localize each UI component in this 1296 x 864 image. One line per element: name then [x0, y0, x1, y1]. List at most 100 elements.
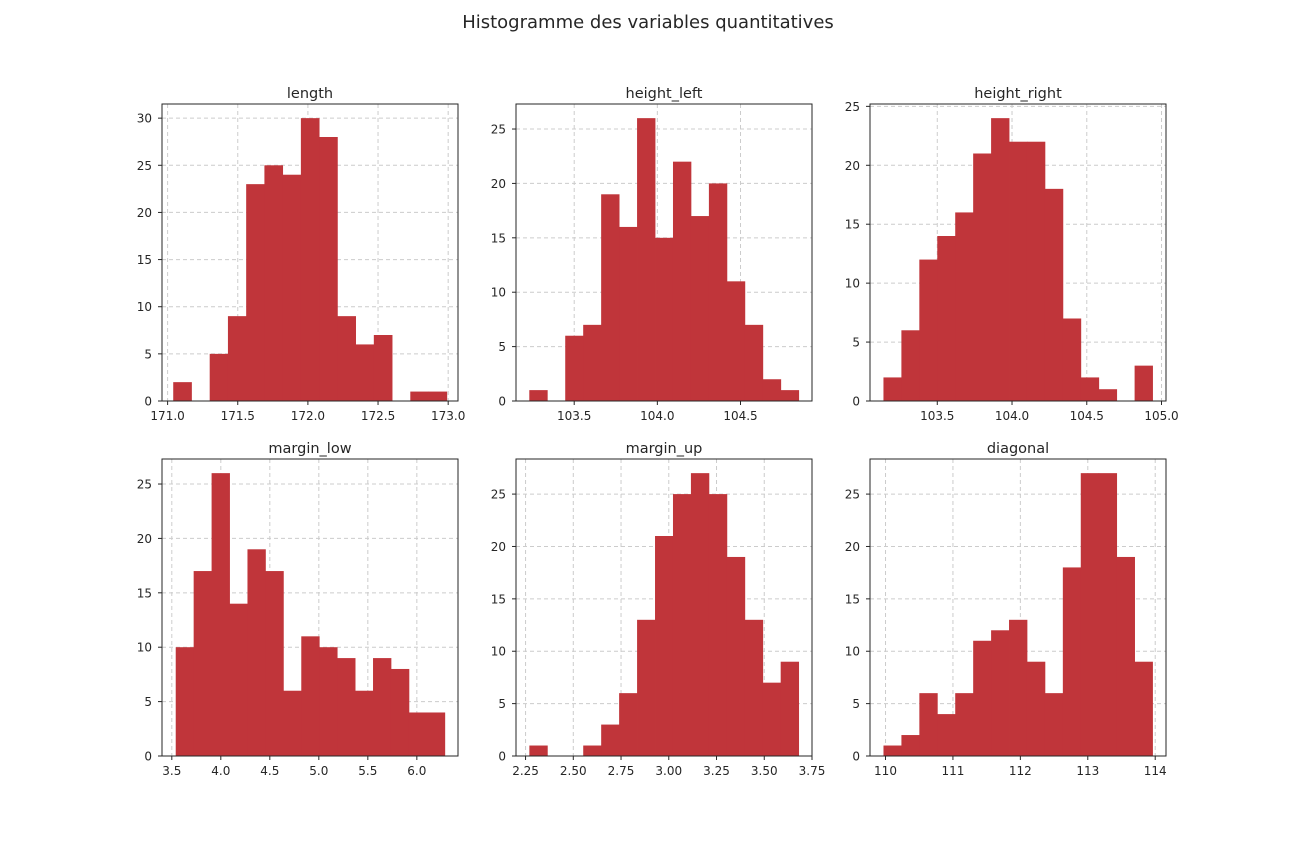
- histogram-bar: [319, 647, 338, 756]
- figure-title: Histogramme des variables quantitatives: [462, 12, 834, 33]
- x-tick-label: 104.5: [1070, 409, 1104, 423]
- y-tick-label: 20: [491, 540, 506, 554]
- histogram-bar: [529, 390, 548, 401]
- y-tick-label: 10: [845, 277, 860, 291]
- histogram-bar: [955, 693, 974, 756]
- y-tick-label: 20: [137, 206, 152, 220]
- histogram-bar: [583, 324, 602, 401]
- subplot-height_right: 103.5 104.0 104.5 105.0 0 5 10 15 20 25 height_rig…: [845, 86, 1179, 423]
- histogram-bar: [337, 316, 356, 401]
- y-tick-label: 25: [137, 159, 152, 173]
- subplot-title: diagonal: [987, 441, 1049, 457]
- histogram-bar: [601, 724, 620, 756]
- y-tick-label: 10: [845, 645, 860, 659]
- histogram-bar: [708, 494, 728, 756]
- x-tick-label: 110: [874, 764, 897, 778]
- y-tick-label: 0: [144, 395, 152, 409]
- x-tick-label: 171.0: [150, 409, 184, 423]
- histogram-bar: [672, 161, 692, 401]
- histogram-bar: [1026, 661, 1046, 756]
- histogram-bar: [355, 344, 375, 401]
- y-tick-label: 25: [491, 123, 506, 137]
- y-tick-label: 5: [498, 340, 506, 354]
- histogram-bar: [373, 658, 392, 756]
- y-tick-label: 30: [137, 112, 152, 126]
- y-tick-label: 20: [137, 532, 152, 546]
- x-tick-label: 112: [1009, 764, 1032, 778]
- x-tick-label: 4.0: [211, 764, 230, 778]
- histogram-bar: [883, 377, 902, 401]
- axes-frame: [515, 103, 813, 402]
- y-tick-label: 5: [498, 697, 506, 711]
- y-tick-label: 15: [491, 231, 506, 245]
- histogram-bar: [1116, 556, 1135, 756]
- y-tick-label: 25: [491, 488, 506, 502]
- histogram-bar: [1044, 188, 1064, 401]
- histogram-bar: [1009, 619, 1028, 756]
- histogram-bar: [173, 382, 192, 401]
- histogram-bar: [390, 668, 410, 756]
- histogram-bar: [973, 153, 992, 401]
- histogram-bar: [227, 316, 247, 401]
- histogram-bar: [408, 712, 428, 756]
- x-tick-label: 6.0: [407, 764, 426, 778]
- y-tick-label: 0: [144, 750, 152, 764]
- histogram-bar: [426, 712, 446, 756]
- histogram-bar: [355, 690, 374, 756]
- subplot-margin_low: 3.5 4.0 4.5 5.0 5.5 6.0 0 5 10 15 20 25 margin_low: [137, 441, 459, 778]
- y-tick-label: 15: [137, 586, 152, 600]
- subplot-height_left: 103.5 104.0 104.5 0 5 10 15 20 25 height_left: [491, 86, 813, 423]
- histogram-bar: [247, 549, 266, 756]
- histogram-bar: [229, 603, 248, 756]
- x-tick-label: 172.5: [361, 409, 395, 423]
- histogram-bar: [762, 682, 782, 756]
- y-tick-label: 0: [498, 750, 506, 764]
- histogram-bar: [265, 571, 284, 756]
- x-tick-label: 3.5: [162, 764, 181, 778]
- x-tick-label: 2.50: [560, 764, 587, 778]
- histogram-bar: [744, 619, 764, 756]
- histogram-bar: [565, 335, 584, 401]
- histogram-bar: [690, 473, 710, 756]
- y-tick-label: 15: [491, 592, 506, 606]
- histogram-bar: [1044, 693, 1064, 756]
- histogram-bar: [780, 661, 800, 756]
- histogram-bar: [1134, 365, 1153, 401]
- histogram-bar: [601, 194, 620, 401]
- x-tick-label: 2.75: [608, 764, 635, 778]
- histogram-bar: [1098, 389, 1118, 401]
- histogram-bar: [919, 693, 938, 756]
- histogram-bar: [991, 118, 1010, 402]
- histogram-bar: [901, 735, 920, 756]
- histogram-bar: [301, 636, 320, 756]
- y-tick-label: 10: [491, 286, 506, 300]
- y-tick-label: 0: [498, 395, 506, 409]
- x-tick-label: 173.0: [431, 409, 465, 423]
- subplot-title: margin_up: [626, 441, 703, 457]
- axes-frame: [161, 458, 459, 757]
- x-tick-label: 5.0: [309, 764, 328, 778]
- histogram-bar: [955, 212, 974, 401]
- y-tick-label: 5: [144, 695, 152, 709]
- y-tick-label: 0: [852, 750, 860, 764]
- y-tick-label: 20: [845, 540, 860, 554]
- x-tick-label: 104.5: [723, 409, 757, 423]
- histogram-bar: [282, 174, 302, 401]
- y-tick-label: 10: [137, 641, 152, 655]
- histogram-bar: [1009, 141, 1028, 401]
- axes-frame: [869, 103, 1167, 402]
- histogram-bar: [726, 556, 746, 756]
- histogram-bar: [1080, 377, 1100, 401]
- y-tick-label: 25: [845, 488, 860, 502]
- histogram-bar: [319, 137, 338, 401]
- subplot-margin_up: 2.25 2.50 2.75 3.00 3.25 3.50 3.75 0 5 10 15 20 25 ma…: [491, 441, 826, 778]
- histogram-bar: [672, 494, 692, 756]
- x-tick-label: 172.0: [291, 409, 325, 423]
- histogram-bar: [300, 118, 320, 402]
- x-tick-label: 2.25: [512, 764, 539, 778]
- histogram-bar: [883, 745, 902, 756]
- histogram-bar: [246, 184, 265, 401]
- subplot-diagonal: 110 111 112 113 114 0 5 10 15 20 25 diagonal: [845, 441, 1167, 778]
- histogram-bar: [1098, 473, 1118, 756]
